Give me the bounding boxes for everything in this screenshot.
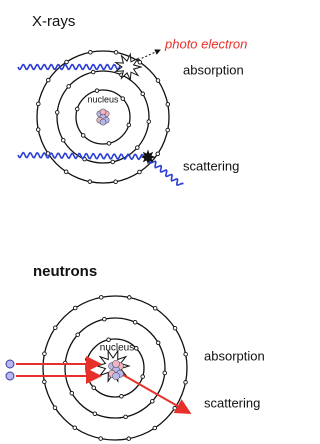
electron (114, 180, 118, 184)
electron (92, 386, 96, 390)
label: photo electron (164, 36, 247, 51)
electron (36, 128, 40, 132)
electron (138, 170, 142, 174)
electron (166, 128, 170, 132)
electron (53, 406, 57, 410)
electron (67, 85, 71, 89)
electron (127, 437, 131, 441)
scattered-wave (150, 160, 184, 185)
section-title: neutrons (33, 263, 97, 280)
electron (64, 170, 68, 174)
nucleon (112, 373, 119, 380)
electron (163, 371, 167, 375)
electron (55, 111, 59, 115)
electron (141, 375, 145, 379)
electron (127, 123, 131, 127)
electron (107, 142, 111, 146)
electron (156, 152, 160, 156)
electron-arrow (138, 50, 160, 60)
electron (99, 437, 103, 441)
electron (70, 391, 74, 395)
label: absorption (204, 348, 265, 363)
label: nucleus (100, 343, 134, 354)
electron (76, 333, 80, 337)
electron (37, 102, 41, 106)
electron (43, 352, 47, 356)
electron (141, 92, 145, 96)
electron (91, 70, 95, 74)
electron (43, 380, 47, 384)
electron (184, 381, 188, 385)
electron (65, 60, 69, 64)
neutron (6, 372, 14, 380)
section-title: X-rays (32, 13, 75, 30)
page: X-rays photo electron absorption nucleus sca… (0, 0, 287, 444)
neutron (6, 360, 14, 368)
electron (107, 338, 111, 342)
scatter-burst (142, 151, 154, 163)
electron (93, 412, 97, 416)
electron (153, 306, 157, 310)
electron (88, 180, 92, 184)
electron (138, 60, 142, 64)
label: scattering (183, 158, 239, 173)
electron (81, 134, 85, 138)
electron (75, 107, 79, 111)
diagram: X-rays photo electron absorption nucleus sca… (0, 0, 287, 444)
electron (156, 79, 160, 83)
electron (173, 406, 177, 410)
electron (46, 78, 50, 82)
electron (153, 426, 157, 430)
electron (128, 296, 132, 300)
electron (111, 160, 115, 164)
electron (61, 138, 65, 142)
electron (89, 50, 93, 54)
electron (151, 399, 155, 403)
electron (85, 358, 89, 362)
nucleon (100, 119, 106, 125)
electron (156, 341, 160, 345)
xray-wave (18, 65, 124, 70)
electron (147, 120, 151, 124)
label: nucleus (87, 94, 119, 104)
label: scattering (204, 395, 260, 410)
electron (73, 426, 77, 430)
scattered-neutron (118, 372, 188, 412)
electron (133, 320, 137, 324)
electron (53, 326, 57, 330)
xray-wave (18, 153, 145, 160)
electron (166, 103, 170, 107)
nucleon (112, 360, 119, 367)
electron (99, 296, 103, 300)
electron (136, 146, 140, 150)
electron (134, 346, 138, 350)
electron (114, 51, 118, 55)
nucleon (100, 109, 106, 115)
electron (103, 317, 107, 321)
electron (173, 326, 177, 330)
electron (120, 394, 124, 398)
electron (124, 415, 128, 419)
electron (184, 352, 188, 356)
electron (73, 306, 77, 310)
electron (121, 97, 125, 101)
electron (95, 89, 99, 93)
label: absorption (183, 62, 244, 77)
